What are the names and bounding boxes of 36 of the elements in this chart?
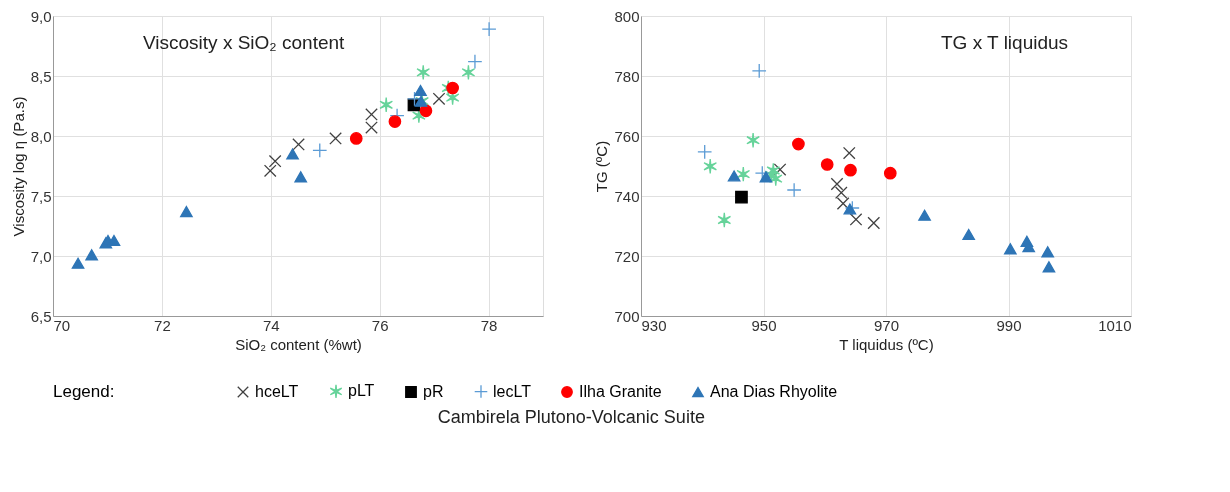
y-tick-label: 8,0	[30, 127, 52, 145]
x-tick-label: 970	[873, 316, 900, 334]
y-tick-label: 800	[614, 7, 640, 25]
x-tick-label: 74	[262, 316, 280, 334]
legend-title: Legend:	[53, 382, 115, 401]
x-tick-label: 76	[371, 316, 389, 334]
y-tick-label: 780	[614, 67, 640, 85]
text: TG x T liquidus	[941, 32, 1069, 53]
x-axis-title: T liquidus (ºC)	[839, 335, 934, 353]
legend-label: Ilha Granite	[579, 383, 662, 400]
y-tick-label: 720	[614, 247, 640, 265]
x-tick-label: 1010	[1098, 316, 1132, 334]
x-axis-title: SiO₂ content (%wt)	[235, 335, 362, 353]
legend-label: lecLT	[493, 382, 532, 400]
y-tick-label: 740	[614, 187, 640, 205]
y-tick-label: 700	[614, 307, 640, 325]
legend-label: hceLT	[255, 383, 299, 400]
legend-label: pR	[423, 383, 444, 400]
x-tick-label: 950	[751, 316, 777, 334]
y-tick-label: 7,0	[30, 247, 52, 265]
y-tick-label: 760	[614, 127, 640, 145]
x-tick-label: 990	[996, 316, 1022, 334]
y-tick-label: 7,5	[30, 187, 52, 205]
y-tick-label: 8,5	[30, 67, 52, 85]
text: Cambirela Plutono-Volcanic Suite	[437, 407, 705, 427]
legend-label: Ana Dias Rhyolite	[710, 383, 838, 400]
x-tick-label: 930	[641, 316, 667, 334]
y-axis-title: Viscosity log η (Pa.s)	[9, 96, 27, 237]
y-tick-label: 6,5	[30, 307, 52, 325]
x-tick-label: 70	[53, 316, 71, 334]
x-tick-label: 72	[154, 316, 171, 334]
legend-label: pLT	[348, 382, 375, 400]
x-tick-label: 78	[480, 316, 498, 334]
text: Viscosity x SiO₂ content	[143, 32, 346, 53]
y-axis-title: TG (ºC)	[593, 140, 611, 193]
y-tick-label: 9,0	[30, 7, 52, 25]
